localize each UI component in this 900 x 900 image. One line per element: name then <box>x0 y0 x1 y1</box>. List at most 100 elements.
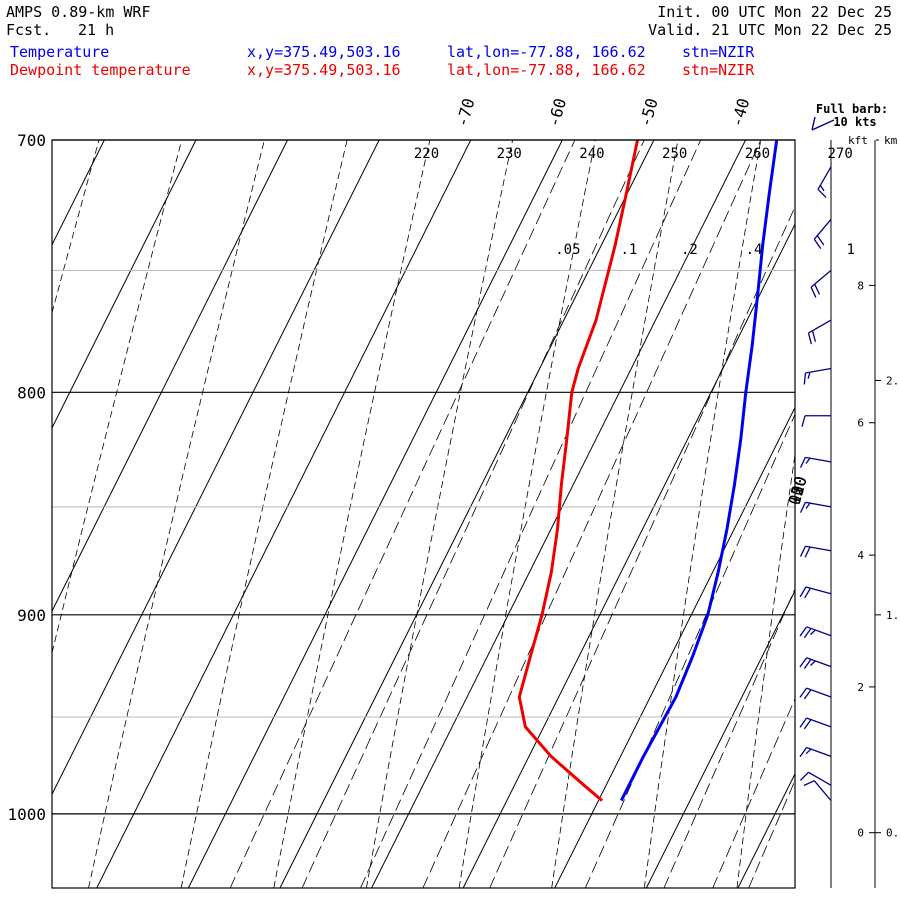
mixing-ratio-lines <box>229 140 795 888</box>
dry-adiabat-label: 230 <box>497 146 522 162</box>
wind-barb-feather <box>819 184 825 192</box>
barb-legend-label: Full barb: <box>816 102 888 116</box>
isotherm-line <box>462 223 795 888</box>
wind-barb-feather <box>803 689 812 700</box>
wind-barb-feather <box>807 372 811 379</box>
wind-barb-feather <box>814 283 821 295</box>
wind-barb-shaft <box>806 746 832 757</box>
wind-barb-feather <box>805 457 811 464</box>
wind-barb <box>799 746 832 758</box>
init-time: Init. 00 UTC Mon 22 Dec 25 <box>657 3 892 21</box>
mixing-ratio-label: .05 <box>555 242 580 258</box>
km-axis-label: km <box>884 134 898 147</box>
temperature-tick-label: -70 <box>452 96 478 129</box>
isotherm-line <box>554 406 795 888</box>
dry-adiabat-line <box>366 140 513 888</box>
dry-adiabat-label: 270 <box>827 146 852 162</box>
wind-barb-shaft <box>806 717 832 728</box>
wind-barb-shaft <box>806 657 832 668</box>
forecast-label: Fcst. <box>6 21 52 39</box>
wind-barb-feather <box>810 286 817 298</box>
legend-dewpoint-station: stn=NZIR <box>682 61 755 79</box>
legend-dewpoint-latlon: lat,lon=-77.88, 166.62 <box>447 61 646 79</box>
dry-adiabat-label: 250 <box>662 146 687 162</box>
mixing-ratio-line <box>229 140 576 888</box>
pressure-tick-label: 900 <box>17 606 46 625</box>
wind-barb-feather <box>799 657 808 668</box>
isotherm-line <box>52 140 197 430</box>
sounding-series <box>517 140 779 802</box>
mixing-ratio-label: .4 <box>746 242 763 258</box>
wind-barb-feather <box>799 626 808 637</box>
wind-barb <box>799 586 832 599</box>
wind-barb-shaft <box>817 166 832 190</box>
wind-barb-feather <box>801 415 806 427</box>
wind-barb <box>799 545 832 558</box>
kft-tick-label: 4 <box>857 549 864 562</box>
barb-legend-speed: 10 kts <box>833 115 876 129</box>
wind-barb-feather <box>799 717 808 728</box>
wind-barb <box>799 501 832 513</box>
legend-temperature-name: Temperature <box>10 43 110 61</box>
wind-barb-feather <box>803 719 812 730</box>
wind-barb-feather <box>803 372 807 385</box>
mixing-ratio-label: 1 <box>847 242 855 258</box>
wind-barb <box>799 657 832 669</box>
mixing-ratio-line <box>422 140 762 888</box>
dry-adiabat-label: 240 <box>579 146 604 162</box>
pressure-tick-label: 1000 <box>7 805 46 824</box>
mixing-ratio-line <box>663 587 795 888</box>
wind-barb <box>817 166 832 198</box>
dry-adiabat-line <box>52 140 183 655</box>
wind-barb-feather <box>803 780 815 787</box>
isotherm-line <box>52 140 380 796</box>
isotherm-line <box>0 140 13 888</box>
isotherm-line <box>187 140 563 888</box>
wind-barb-feather <box>816 235 825 246</box>
dry-adiabat-line <box>180 140 348 888</box>
dry-adiabat-line <box>830 140 900 888</box>
wind-barb <box>803 780 832 802</box>
forecast-hour: 21 h <box>78 21 115 39</box>
dry-adiabat-line <box>88 140 265 888</box>
legend-temperature-xy: x,y=375.49,503.16 <box>247 43 401 61</box>
wind-barb-shaft <box>808 771 832 786</box>
wind-barb <box>799 717 832 730</box>
wind-barb-shaft <box>808 319 832 334</box>
isotherm-line <box>96 140 472 888</box>
wind-barb-feather <box>799 457 806 468</box>
kft-tick-label: 0 <box>857 827 864 840</box>
dry-adiabat-line <box>551 140 679 888</box>
wind-barb-feather <box>810 660 816 666</box>
kft-tick-label: 8 <box>857 279 864 292</box>
plot-frame <box>51 139 796 889</box>
dry-adiabat-line <box>273 140 431 888</box>
mixing-ratio-line <box>584 413 795 888</box>
wind-barb-feather <box>810 629 816 636</box>
dry-adiabats <box>52 140 900 888</box>
legend-temperature-station: stn=NZIR <box>682 43 755 61</box>
temperature-tick-label: -60 <box>544 96 570 129</box>
wind-barb <box>803 367 832 385</box>
wind-barb-feather <box>799 502 806 513</box>
pressure-tick-label: 700 <box>17 131 46 150</box>
kft-axis-label: kft <box>848 134 868 147</box>
wind-barb-feather <box>799 687 808 698</box>
isotherm-line <box>52 140 288 613</box>
wind-barb-shaft <box>813 218 832 240</box>
wind-barb <box>801 415 831 427</box>
isotherm-line <box>645 589 795 888</box>
barb-legend-flag <box>811 116 816 131</box>
wind-barb-feather <box>803 658 812 669</box>
isotherm-line <box>830 140 900 888</box>
wind-barb <box>799 626 832 639</box>
wind-barb-feather <box>813 238 822 249</box>
mixing-ratio-line <box>748 779 795 888</box>
wind-barb <box>807 319 832 345</box>
temperature-tick-label: -50 <box>636 96 662 129</box>
dry-adiabat-label: 260 <box>745 146 770 162</box>
wind-barb-shaft <box>805 367 832 374</box>
legend-dewpoint-xy: x,y=375.49,503.16 <box>247 61 401 79</box>
valid-time: Valid. 21 UTC Mon 22 Dec 25 <box>648 21 892 39</box>
